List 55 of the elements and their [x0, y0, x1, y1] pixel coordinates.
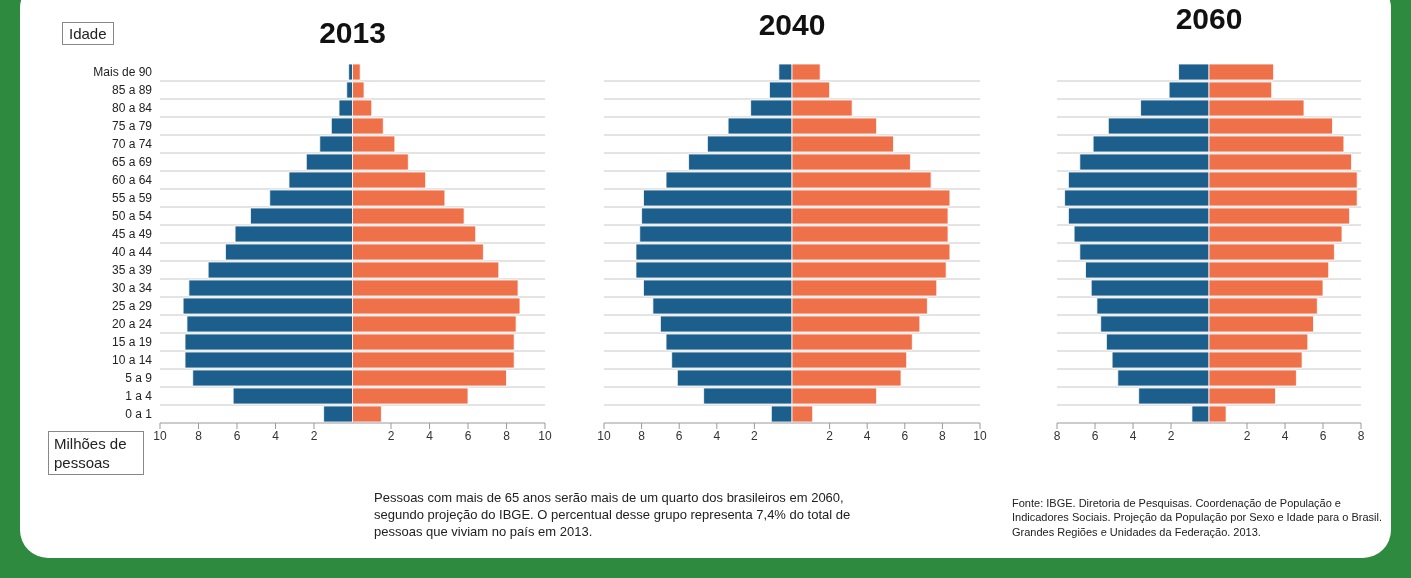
y-tick-label: 85 a 89: [111, 83, 153, 98]
x-tick-label: 4: [1129, 428, 1137, 443]
x-tick-label: 8: [503, 428, 511, 443]
y-tick-label: 0 a 1: [125, 407, 153, 422]
y-tick-label: 70 a 74: [111, 137, 153, 152]
y-tick-label: 30 a 34: [111, 281, 153, 296]
x-tick-label: 6: [464, 428, 472, 443]
y-axis-title: Idade: [62, 22, 114, 45]
x-tick-label: 2: [1243, 428, 1251, 443]
chart-title: 2040: [757, 8, 827, 42]
x-tick-label: 4: [863, 428, 871, 443]
text: Pessoas com mais de 65 anos serão mais de um quarto dos brasileiros em 2060, segundo projeção do IBGE. O percentual desse grupo representa 7,4% do total de pessoas que viviam no país em 2013.: [374, 490, 852, 541]
x-tick-label: 6: [1319, 428, 1327, 443]
x-tick-label: 8: [195, 428, 203, 443]
x-tick-label: 8: [939, 428, 947, 443]
x-tick-label: 6: [901, 428, 909, 443]
x-tick-label: 6: [1091, 428, 1099, 443]
y-tick-label: 75 a 79: [111, 119, 153, 134]
y-tick-label: 35 a 39: [111, 263, 153, 278]
y-tick-label: 5 a 9: [125, 371, 153, 386]
source-note: Fonte: IBGE. Diretoria de Pesquisas. Coordenação de População e Indicadores Sociais. Projeção da População por Sexo e Idade para o Brasil. Grandes Regiões e Unidades da Federação. 2013.: [1012, 496, 1382, 539]
x-tick-label: 2: [1167, 428, 1175, 443]
x-tick-label: 2: [826, 428, 834, 443]
y-tick-label: 40 a 44: [111, 245, 153, 260]
x-tick-label: 2: [387, 428, 395, 443]
x-tick-label: 2: [751, 428, 759, 443]
y-tick-label: 25 a 29: [111, 299, 153, 314]
x-tick-label: 8: [638, 428, 646, 443]
x-tick-label: 4: [1281, 428, 1289, 443]
x-tick-label: 10: [597, 428, 611, 443]
chart-title: 2013: [318, 16, 387, 50]
y-tick-label: 20 a 24: [111, 317, 153, 332]
y-tick-label: 65 a 69: [111, 155, 153, 170]
x-tick-label: 10: [153, 428, 167, 443]
y-tick-label: 80 a 84: [111, 101, 153, 116]
x-tick-label: 8: [1053, 428, 1061, 443]
y-tick-label: 60 a 64: [111, 173, 153, 188]
y-tick-label: 45 a 49: [111, 227, 153, 242]
x-tick-label: 10: [973, 428, 987, 443]
x-tick-label: 10: [538, 428, 552, 443]
x-tick-label: 4: [713, 428, 721, 443]
x-tick-label: 6: [233, 428, 241, 443]
y-tick-label: 10 a 14: [111, 353, 153, 368]
x-tick-label: 8: [1357, 428, 1365, 443]
x-tick-label: 4: [272, 428, 280, 443]
chart-title: 2060: [1174, 2, 1244, 36]
y-tick-label: 55 a 59: [111, 191, 153, 206]
y-tick-label: Mais de 90: [93, 65, 153, 80]
x-tick-label: 6: [675, 428, 683, 443]
x-tick-label: 4: [426, 428, 434, 443]
x-tick-label: 2: [310, 428, 318, 443]
y-tick-label: 1 a 4: [125, 389, 153, 404]
x-axis-title: Milhões de pessoas: [48, 431, 144, 475]
y-tick-label: 15 a 19: [111, 335, 153, 350]
y-tick-label: 50 a 54: [111, 209, 153, 224]
